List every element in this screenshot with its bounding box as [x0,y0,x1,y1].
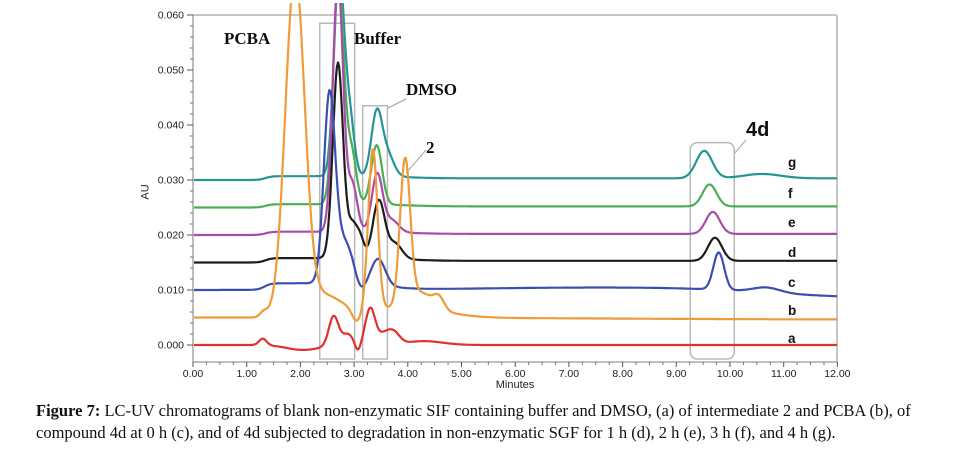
trace-b [194,3,837,322]
trace-a [194,306,837,351]
x-tick-label: 5.00 [451,368,472,380]
trace-d [194,61,837,264]
trace-label-c: c [788,275,796,290]
chart-area: 0.00 1.00 2.00 3.00 4.00 5.00 6.00 7.00 8.00 9.00… [139,3,851,391]
trace-label-b: b [788,303,796,318]
y-tick-label: 0.020 [158,230,184,242]
trace-label-g: g [788,155,796,170]
chromatogram-plot: 0.00 1.00 2.00 3.00 4.00 5.00 6.00 7.00 8.00 9.00… [158,3,851,380]
trace-label-a: a [788,331,796,346]
y-axis-title: AU [139,184,152,200]
x-tick-label: 11.00 [771,368,797,380]
annotation-2: 2 [426,138,435,157]
traces-group [194,3,837,351]
4d-box [689,141,736,360]
y-tick-label: 0.030 [158,175,184,187]
trace-f [194,3,837,209]
x-tick-label: 8.00 [612,368,633,380]
annotation-pcba: PCBA [224,29,271,48]
y-tick-label: 0.060 [158,10,184,22]
x-axis-title: Minutes [495,379,535,391]
leader-line-4 [733,139,747,155]
x-tick-label: 7.00 [559,368,580,380]
trace-e [194,3,837,237]
y-tick-label: 0.050 [158,65,184,77]
trace-g [194,3,837,182]
x-tick-label: 10.00 [717,368,743,380]
annotation-buffer: Buffer [354,29,402,48]
x-tick-label: 4.00 [398,368,419,380]
annotation-4d: 4d [746,119,770,141]
x-tick-label: 12.00 [824,368,850,380]
x-tick-label: 0.00 [183,368,204,380]
caption-label: Figure 7: [36,401,101,420]
x-tick-label: 2.00 [290,368,311,380]
x-tick-label: 1.00 [236,368,257,380]
trace-label-e: e [788,215,796,230]
annotation-dmso: DMSO [406,80,457,99]
x-tick-label: 9.00 [666,368,687,380]
leader-line-3 [405,149,427,174]
leader-line-2 [387,98,407,109]
x-tick-label: 6.00 [505,368,526,380]
trace-label-d: d [788,245,796,260]
y-tick-label: 0.010 [158,285,184,297]
trace-c [194,89,837,298]
y-tick-label: 0.040 [158,120,184,132]
x-tick-label: 3.00 [344,368,365,380]
y-tick-label: 0.000 [158,340,184,352]
trace-label-f: f [788,186,793,201]
caption-text: LC-UV chromatograms of blank non-enzymat… [36,401,911,442]
figure-caption: Figure 7: LC-UV chromatograms of blank n… [36,400,969,444]
